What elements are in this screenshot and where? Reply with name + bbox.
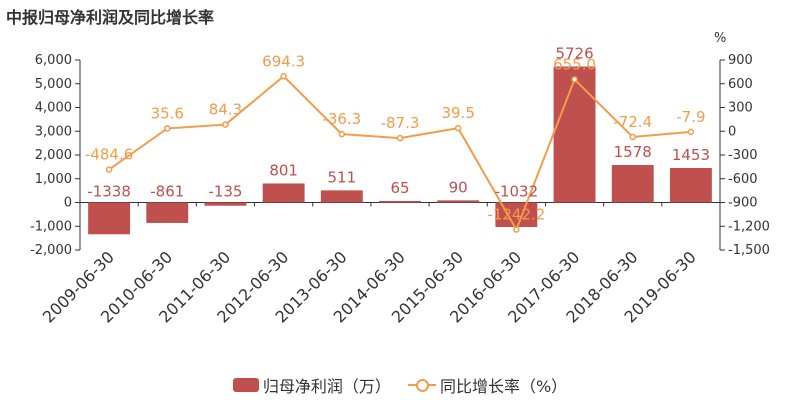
line-value-label: -36.3	[322, 110, 361, 128]
legend-bar-swatch-icon	[232, 378, 259, 392]
line-point	[105, 166, 113, 173]
line-value-label: 694.3	[262, 52, 305, 70]
line-point	[396, 134, 404, 142]
line-value-label: -7.9	[676, 108, 705, 126]
bar-value-label: -1032	[495, 183, 539, 201]
line-point	[687, 128, 695, 136]
bar	[88, 202, 131, 235]
bar-value-label: 1453	[672, 146, 710, 164]
y-right-tick-label: -1,200	[728, 219, 770, 234]
bar	[320, 190, 363, 203]
bar-series	[88, 66, 712, 235]
legend: 归母净利润（万） 同比增长率（%）	[0, 373, 800, 397]
legend-item-line[interactable]: 同比增长率（%）	[407, 373, 568, 397]
y-left-tick-label: 4,000	[35, 101, 72, 116]
line-point	[338, 130, 346, 138]
y-right-tick-label: -600	[728, 172, 758, 187]
legend-item-bar[interactable]: 归母净利润（万）	[232, 373, 391, 397]
data-labels: -1338 -861 -135 801 511 65 90 -1032 5726 1578 1453…	[85, 45, 710, 224]
bar-value-label: -135	[208, 183, 242, 201]
bar-value-label: -1338	[87, 183, 131, 201]
bar	[379, 200, 421, 203]
bar-value-label: 801	[269, 161, 298, 179]
y-left-tick-label: 1,000	[35, 172, 72, 187]
line-value-label: -87.3	[381, 114, 420, 132]
line-value-label: -72.4	[613, 113, 652, 131]
line-value-label: 84.3	[209, 101, 242, 119]
line-point	[222, 121, 229, 128]
bar	[204, 202, 247, 206]
y-right-tick-label: 0	[728, 124, 736, 139]
line-point	[280, 73, 287, 80]
bar	[146, 202, 189, 223]
legend-bar-label: 归母净利润（万）	[262, 377, 391, 396]
line-value-label: 655.0	[553, 55, 596, 73]
y-right-tick-label: -300	[728, 148, 758, 163]
bar	[262, 183, 305, 203]
bar	[437, 200, 480, 203]
y-left-tick-label: 2,000	[35, 148, 72, 163]
y-left-tick-label: -1,000	[30, 219, 72, 234]
line-point	[571, 76, 578, 83]
line-series	[105, 73, 695, 233]
y-right-tick-label: -1,500	[728, 243, 770, 258]
growth-line	[108, 74, 691, 232]
legend-line-swatch-icon	[407, 378, 436, 392]
line-point	[164, 125, 171, 132]
line-value-label: -484.6	[85, 146, 133, 164]
line-value-label: 35.6	[151, 104, 184, 122]
line-value-label: 39.5	[441, 104, 474, 122]
y-left-tick-label: 5,000	[35, 77, 72, 92]
bar	[553, 66, 596, 203]
bar	[669, 167, 712, 203]
chart-title: 中报归母净利润及同比增长率	[6, 8, 215, 27]
line-point	[454, 124, 462, 132]
y-left-tick-label: -2,000	[30, 243, 72, 258]
bar-value-label: -861	[150, 183, 184, 201]
bar-value-label: 90	[449, 178, 468, 196]
bar-value-label: 1578	[614, 143, 652, 161]
bar-value-label: 511	[327, 168, 356, 186]
y-right-tick-label: 900	[728, 53, 753, 68]
y-left-tick-label: 6,000	[35, 53, 72, 68]
bar-value-label: 5726	[555, 45, 593, 63]
line-point	[629, 133, 636, 141]
y-right-tick-label: 600	[728, 77, 753, 92]
y-right-tick-label: 300	[728, 101, 753, 116]
y-right-unit: %	[714, 31, 726, 46]
y-left-tick-label: 0	[64, 196, 72, 211]
y-right-tick-label: -900	[728, 196, 758, 211]
legend-line-label: 同比增长率（%）	[439, 377, 568, 396]
line-value-label: -1242.2	[487, 206, 545, 224]
y-left-tick-label: 3,000	[35, 124, 72, 139]
line-point	[513, 226, 520, 233]
bar-value-label: 65	[390, 179, 409, 197]
bar	[611, 165, 654, 203]
